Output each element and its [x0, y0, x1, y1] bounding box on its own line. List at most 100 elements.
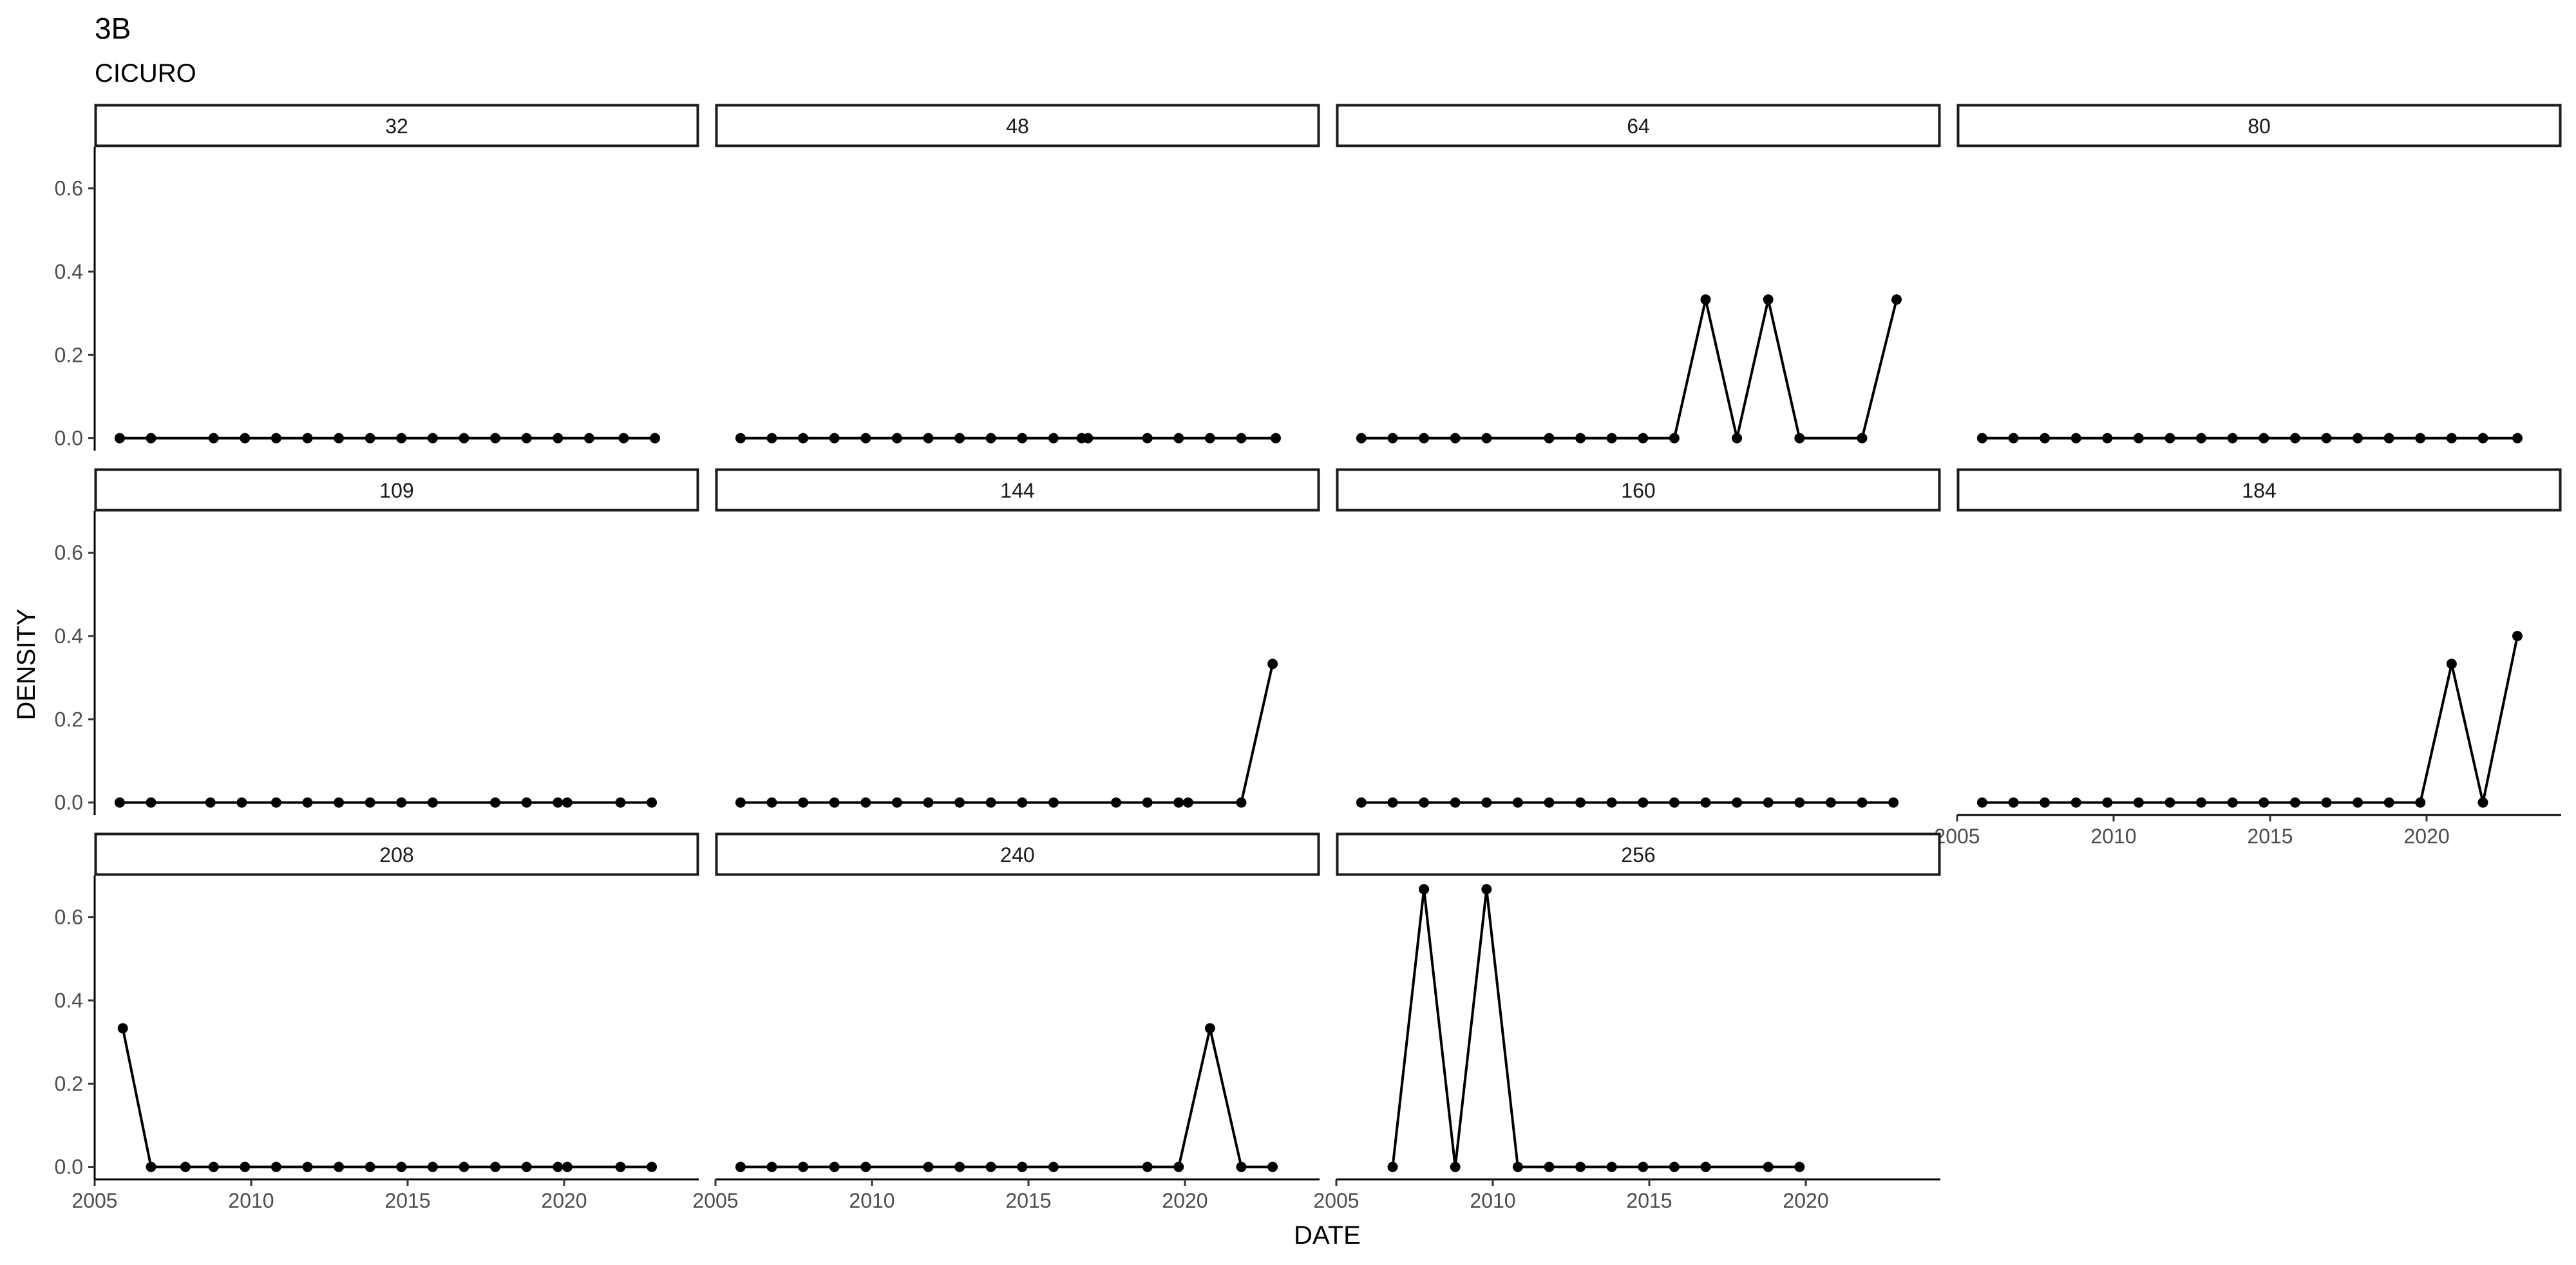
facet-panel-32: 32 0.0 0.2 0.4 0.6	[55, 104, 699, 451]
facet-panel-48: 48	[715, 104, 1320, 444]
x-tick-label: 2010	[228, 1189, 274, 1212]
chart-subtitle: CICURO	[95, 59, 196, 88]
data-point	[1271, 433, 1281, 444]
facet-strip-label: 80	[2248, 115, 2271, 138]
data-point	[427, 797, 438, 808]
data-point	[1450, 433, 1461, 444]
data-point	[735, 433, 746, 444]
facet-panel-208: 208 0.0 0.2 0.4 0.6 2005 2010 2015 2020	[55, 832, 699, 1212]
x-tick-label: 2005	[1313, 1189, 1359, 1212]
data-point	[647, 1161, 658, 1172]
data-point	[117, 1023, 128, 1034]
data-point	[1048, 797, 1059, 808]
data-point	[1387, 433, 1398, 444]
data-point	[1017, 433, 1028, 444]
data-point	[1732, 797, 1743, 808]
series-line	[1982, 635, 2519, 804]
data-point	[1606, 797, 1617, 808]
data-point	[270, 433, 281, 444]
data-point	[2353, 797, 2363, 808]
facet-strip-label: 256	[1621, 843, 1655, 867]
data-point	[1888, 797, 1899, 808]
data-point	[2164, 797, 2175, 808]
data-point	[1794, 1161, 1805, 1172]
data-point	[1857, 433, 1868, 444]
data-point	[1825, 797, 1836, 808]
data-point	[2446, 659, 2457, 670]
data-point	[2512, 631, 2523, 641]
facet-panel-64: 64	[1336, 104, 1941, 444]
facet-strip	[1336, 468, 1941, 512]
data-point	[2040, 433, 2050, 444]
facet-panels: 32 0.0 0.2 0.4 0.6 48 64 80 109 0.0 0.2 0.4 0.6 144 16…	[55, 104, 2562, 1212]
facet-strip	[1956, 468, 2562, 512]
data-point	[1111, 797, 1122, 808]
data-point	[1419, 884, 1430, 895]
data-point	[1857, 797, 1868, 808]
data-point	[829, 1161, 840, 1172]
data-point	[334, 797, 345, 808]
data-point	[766, 433, 777, 444]
data-point	[396, 433, 407, 444]
data-point	[1356, 433, 1367, 444]
facet-strip	[1956, 104, 2562, 147]
data-point	[829, 797, 840, 808]
data-point	[490, 433, 501, 444]
data-point	[615, 1161, 626, 1172]
data-point	[1669, 797, 1680, 808]
data-point	[146, 1161, 156, 1172]
data-point	[618, 433, 629, 444]
data-point	[1638, 797, 1649, 808]
data-point	[2289, 797, 2300, 808]
data-point	[1763, 797, 1774, 808]
x-tick-label: 2015	[384, 1189, 430, 1212]
data-point	[923, 1161, 934, 1172]
facet-strip	[715, 468, 1320, 512]
data-point	[1575, 433, 1586, 444]
data-point	[954, 797, 965, 808]
facet-strip	[94, 832, 699, 876]
data-point	[2321, 797, 2332, 808]
data-point	[365, 797, 375, 808]
facet-strip-label: 184	[2242, 479, 2276, 502]
facet-panel-80: 80	[1956, 104, 2562, 444]
data-point	[270, 797, 281, 808]
data-point	[1017, 1161, 1028, 1172]
data-point	[2289, 433, 2300, 444]
data-point	[2383, 433, 2394, 444]
data-point	[1048, 1161, 1059, 1172]
data-point	[1606, 1161, 1617, 1172]
data-point	[146, 433, 156, 444]
data-point	[2415, 797, 2426, 808]
data-point	[1481, 884, 1492, 895]
data-point	[1236, 433, 1247, 444]
data-point	[2070, 433, 2081, 444]
data-point	[1512, 1161, 1523, 1172]
data-point	[1794, 797, 1805, 808]
data-point	[985, 1161, 996, 1172]
data-point	[427, 433, 438, 444]
data-point	[146, 797, 156, 808]
facet-strip-label: 240	[1000, 843, 1034, 867]
data-point	[1450, 1161, 1461, 1172]
data-point	[2040, 797, 2050, 808]
data-point	[2227, 797, 2238, 808]
x-tick-label: 2020	[1162, 1189, 1208, 1212]
data-point	[1700, 797, 1711, 808]
data-point	[553, 433, 564, 444]
y-tick-label: 0.6	[55, 177, 83, 200]
data-point	[2133, 433, 2144, 444]
facet-strip-label: 109	[379, 479, 413, 502]
data-point	[1763, 1161, 1774, 1172]
data-point	[2446, 433, 2457, 444]
y-tick-label: 0.6	[55, 906, 83, 929]
chart-title: 3B	[95, 12, 131, 45]
data-point	[114, 797, 125, 808]
data-point	[1700, 1161, 1711, 1172]
data-point	[1891, 294, 1902, 305]
data-point	[1481, 797, 1492, 808]
data-point	[208, 1161, 219, 1172]
data-point	[240, 433, 251, 444]
facet-panel-160: 160	[1336, 468, 1941, 808]
data-point	[1173, 797, 1184, 808]
